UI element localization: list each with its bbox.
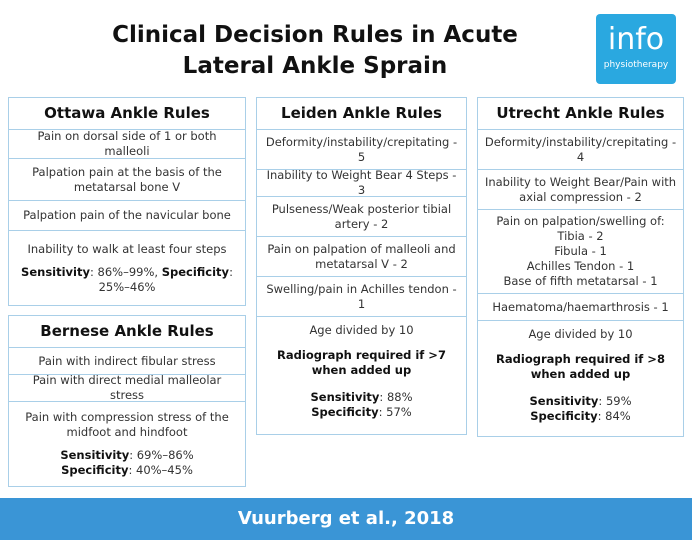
bernese-row-1: Pain with indirect fibular stress [9,348,245,375]
ottawa-row-3: Palpation pain of the navicular bone [9,201,245,231]
utrecht-row-2: Inability to Weight Bear/Pain with axial… [478,170,683,210]
ottawa-row-2: Palpation pain at the basis of the metat… [9,159,245,201]
utrecht-row-3: Haematoma/haemarthrosis - 1 [478,294,683,321]
logo-subtext: physiotherapy [603,60,669,70]
leiden-row-1: Deformity/instability/crepitating - 5 [257,130,466,170]
bernese-card: Bernese Ankle Rules Pain with indirect f… [8,315,246,487]
citation-footer: Vuurberg et al., 2018 [0,498,692,540]
ottawa-heading: Ottawa Ankle Rules [9,98,245,130]
leiden-card: Leiden Ankle Rules Deformity/instability… [256,97,467,435]
leiden-row-5: Swelling/pain in Achilles tendon - 1 [257,277,466,317]
utrecht-row-4: Age divided by 10 Radiograph required if… [478,321,683,437]
ottawa-card: Ottawa Ankle Rules Pain on dorsal side o… [8,97,246,306]
leiden-row-6: Age divided by 10 Radiograph required if… [257,317,466,435]
page-title: Clinical Decision Rules in Acute Lateral… [60,20,570,82]
utrecht-specificity: Specificity: 84% [530,409,631,423]
bernese-row-2: Pain with direct medial malleolar stress [9,375,245,402]
leiden-row-4: Pain on palpation of malleoli and metata… [257,237,466,277]
ottawa-stats: Sensitivity: 86%–99%, Specificity: 25%–4… [21,265,233,294]
ottawa-row-4: Inability to walk at least four steps Se… [9,231,245,306]
bernese-sensitivity: Sensitivity: 69%–86% [60,448,194,462]
leiden-specificity: Specificity: 57% [311,405,412,419]
leiden-sensitivity: Sensitivity: 88% [310,390,413,404]
utrecht-sensitivity: Sensitivity: 59% [529,394,632,408]
leiden-radiograph: Radiograph required if >7 when added up [277,348,446,377]
ottawa-row-1: Pain on dorsal side of 1 or both malleol… [9,130,245,159]
leiden-row-3: Pulseness/Weak posterior tibial artery -… [257,197,466,237]
utrecht-row-1: Deformity/instability/crepitating - 4 [478,130,683,170]
bernese-specificity: Specificity: 40%–45% [61,463,193,477]
utrecht-radiograph: Radiograph required if >8 when added up [496,352,665,381]
leiden-heading: Leiden Ankle Rules [257,98,466,130]
bernese-row-3: Pain with compression stress of the midf… [9,402,245,486]
utrecht-heading: Utrecht Ankle Rules [478,98,683,130]
info-physiotherapy-logo: info physiotherapy [596,14,676,84]
utrecht-card: Utrecht Ankle Rules Deformity/instabilit… [477,97,684,437]
leiden-row-2: Inability to Weight Bear 4 Steps - 3 [257,170,466,197]
logo-word: info [607,22,665,57]
bernese-heading: Bernese Ankle Rules [9,316,245,348]
utrecht-row-palpation: Pain on palpation/swelling of: Tibia - 2… [478,210,683,294]
title-line-2: Lateral Ankle Sprain [182,53,448,79]
title-line-1: Clinical Decision Rules in Acute [112,22,518,48]
